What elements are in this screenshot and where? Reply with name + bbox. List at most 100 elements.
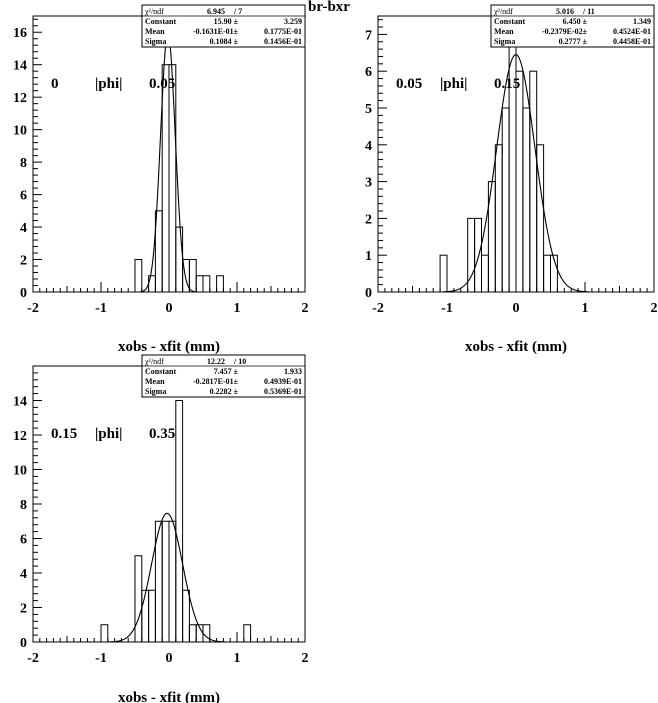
x-axis-title: xobs - xfit (mm) — [118, 690, 220, 703]
stats-label: Mean — [145, 27, 165, 36]
histogram-bin — [168, 64, 177, 293]
phi-range-var: |phi| — [95, 426, 122, 442]
histogram-bin — [134, 259, 143, 293]
phi-range-var: |phi| — [440, 76, 467, 92]
stats-value: 6.945 — [207, 7, 225, 16]
histogram-bin — [188, 259, 197, 293]
stats-label: Constant — [145, 17, 176, 26]
x-tick-label: 0 — [513, 301, 520, 316]
phi-range-lo: 0 — [51, 76, 59, 92]
y-tick-label: 4 — [20, 221, 27, 236]
histogram-bin — [529, 70, 538, 293]
histogram-bin — [100, 624, 109, 643]
stats-error: 0.1456E-01 — [264, 37, 302, 46]
stats-label: Sigma — [145, 387, 166, 396]
stats-value: 7.457 ± — [214, 367, 239, 376]
phi-range-lo: 0.15 — [51, 426, 77, 442]
stats-label: Mean — [494, 27, 514, 36]
stats-label: χ²/ndf — [144, 357, 164, 366]
phi-range-var: |phi| — [95, 76, 122, 92]
stats-error: 0.1775E-01 — [264, 27, 302, 36]
stats-ndf: / 10 — [233, 357, 246, 366]
chart-panel-top-right: -2 -1 0 1 2 0 1 2 3 4 5 6 7 χ²/ndf 5.016 / 11 Constant 6.… — [365, 4, 658, 355]
stats-box — [141, 354, 306, 398]
phi-range-hi: 0.05 — [149, 76, 175, 92]
x-tick-label: -2 — [372, 301, 384, 316]
stats-label: Constant — [145, 367, 176, 376]
y-tick-label: 3 — [365, 176, 372, 191]
histogram-bin — [188, 624, 197, 643]
stats-box — [490, 4, 655, 48]
y-tick-label: 7 — [365, 28, 372, 43]
stats-error: 3.259 — [284, 17, 302, 26]
histogram-bin — [202, 624, 211, 643]
histogram-bin — [243, 624, 252, 643]
stats-value: 12.22 — [207, 357, 225, 366]
stats-value: 0.2777 ± — [559, 37, 588, 46]
y-tick-label: 4 — [365, 139, 372, 154]
x-tick-label: -2 — [27, 301, 39, 316]
gaussian-fit-curve — [442, 54, 589, 293]
histogram-bin — [439, 254, 448, 293]
phi-range-hi: 0.15 — [494, 76, 520, 92]
stats-ndf: / 11 — [582, 7, 595, 16]
stats-label: Sigma — [494, 37, 515, 46]
histogram-bin — [195, 275, 204, 293]
stats-error: 1.933 — [284, 367, 302, 376]
stats-label: χ²/ndf — [144, 7, 164, 16]
gaussian-fit-curve — [139, 33, 196, 293]
histogram-bin — [508, 33, 517, 293]
stats-error: 1.349 — [633, 17, 651, 26]
y-tick-label: 14 — [13, 59, 27, 74]
stats-label: Constant — [494, 17, 525, 26]
y-tick-label: 12 — [13, 429, 27, 444]
y-tick-label: 6 — [365, 65, 372, 80]
stats-value: -0.2817E-01± — [193, 377, 239, 386]
y-tick-label: 12 — [13, 91, 27, 106]
y-tick-label: 0 — [20, 636, 27, 651]
x-tick-label: 2 — [302, 301, 309, 316]
histogram-bin — [536, 144, 545, 293]
histogram-bin — [481, 254, 489, 293]
histogram-bin — [216, 275, 224, 293]
x-tick-label: 2 — [651, 301, 658, 316]
x-tick-label: 0 — [166, 651, 173, 666]
histogram-bin — [134, 555, 143, 643]
stats-label: Mean — [145, 377, 165, 386]
histogram-bin — [161, 64, 170, 293]
y-tick-label: 8 — [20, 156, 27, 171]
y-tick-label: 14 — [13, 395, 27, 410]
histogram-bin — [175, 400, 184, 643]
stats-error: 0.4458E-01 — [613, 37, 651, 46]
histogram-bin — [161, 520, 170, 643]
histogram-bin — [148, 589, 156, 643]
stats-value: 6.450 ± — [563, 17, 588, 26]
stats-error: 0.4524E-01 — [613, 27, 651, 36]
y-tick-label: 0 — [365, 286, 372, 301]
gaussian-fit-curve — [108, 512, 227, 643]
stats-value: 0.2282 ± — [210, 387, 239, 396]
y-tick-label: 5 — [365, 102, 372, 117]
y-tick-label: 6 — [20, 533, 27, 548]
y-tick-label: 4 — [20, 567, 27, 582]
stats-label: χ²/ndf — [493, 7, 513, 16]
phi-range-lo: 0.05 — [396, 76, 422, 92]
histogram-bin — [522, 107, 531, 293]
y-tick-label: 2 — [365, 212, 372, 227]
stats-error: 0.4939E-01 — [264, 377, 302, 386]
stats-label: Sigma — [145, 37, 166, 46]
stats-error: 0.5369E-01 — [264, 387, 302, 396]
y-tick-label: 8 — [20, 498, 27, 513]
phi-range-hi: 0.35 — [149, 426, 175, 442]
y-tick-label: 2 — [20, 254, 27, 269]
x-axis-title: xobs - xfit (mm) — [465, 339, 567, 355]
x-tick-label: 2 — [302, 651, 309, 666]
stats-value: -0.2379E-02± — [542, 27, 588, 36]
x-tick-label: 1 — [582, 301, 589, 316]
histogram-bin — [543, 254, 551, 293]
stats-ndf: / 7 — [233, 7, 242, 16]
figure-title: br-bxr — [308, 0, 350, 15]
